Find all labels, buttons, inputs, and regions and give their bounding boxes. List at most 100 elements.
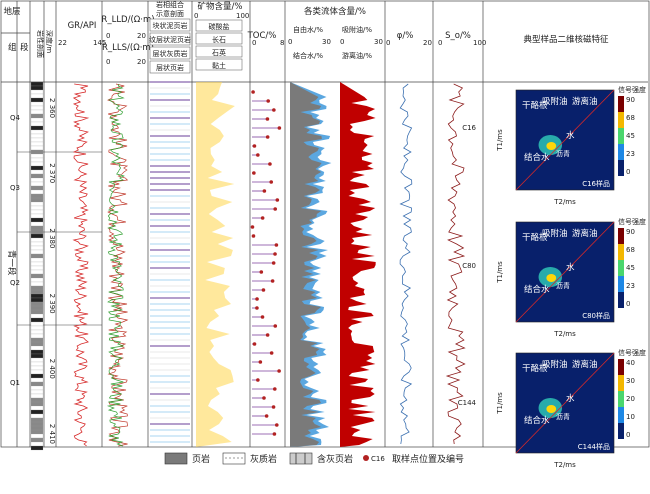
hdr-mineral-title: 矿物含量/% xyxy=(198,1,243,12)
nmr-colorbar-tick: 68 xyxy=(626,246,635,254)
sample-label: C80 xyxy=(462,262,476,270)
hdr-toc-min: 0 xyxy=(252,39,256,47)
lith-segment xyxy=(30,193,44,199)
nmr-colorbar-tick: 23 xyxy=(626,150,635,158)
member-label: Q4 xyxy=(10,114,21,122)
toc-point xyxy=(266,99,270,103)
nmr-colorbar-segment xyxy=(618,276,624,292)
depth-tick-label: 2 360 xyxy=(48,98,56,118)
nmr-label-kerogen: 干酪根 xyxy=(522,100,548,111)
lith-segment xyxy=(30,417,44,423)
depth-tick-label: 2 380 xyxy=(48,228,56,248)
hdr-fluid-title: 各类流体含量/% xyxy=(304,6,366,17)
mineral-hdr-box xyxy=(195,45,243,58)
hdr-rlls-min: 0 xyxy=(106,58,110,66)
lith-segment xyxy=(30,421,44,427)
nmr-label-adsorbed-oil: 吸附油 xyxy=(542,228,568,239)
hdr-litho-item: 块状泥页岩 xyxy=(153,21,188,30)
toc-point xyxy=(260,216,265,220)
nmr-label-adsorbed-oil: 吸附油 xyxy=(542,96,568,107)
legend-label-sample: 取样点位置及编号 xyxy=(392,453,464,465)
nmr-colorbar-segment xyxy=(618,228,624,244)
nmr-colorbar-segment xyxy=(618,292,624,308)
nmr-x-label: T2/ms xyxy=(553,461,576,469)
lith-segment xyxy=(30,233,44,239)
lith-segment xyxy=(30,409,44,415)
hdr-fluid-bound-water: 结合水/% xyxy=(293,51,323,60)
lith-segment xyxy=(30,161,44,167)
litho-hdr-box xyxy=(149,60,191,74)
nmr-colorbar-tick: 90 xyxy=(626,96,635,104)
lith-segment xyxy=(30,141,44,147)
hdr-phi-min: 0 xyxy=(386,39,390,47)
nmr-blob-core xyxy=(546,274,557,282)
hdr-rlld-min: 0 xyxy=(106,32,110,40)
hdr-rlld-title: R_LLD/(Ω·m) xyxy=(101,15,154,25)
hdr-fluid-free-oil: 游离油/% xyxy=(342,51,372,60)
nmr-y-label: T1/ms xyxy=(496,261,504,284)
lith-segment xyxy=(30,325,44,331)
lith-segment xyxy=(30,349,44,355)
nmr-diagonal xyxy=(515,352,615,454)
nmr-label-free-oil: 游离油 xyxy=(572,96,598,107)
lith-segment xyxy=(30,273,44,279)
nmr-label-bound-water: 结合水 xyxy=(524,415,550,426)
hdr-stratum: 地层 xyxy=(3,6,20,17)
toc-point xyxy=(251,234,256,238)
rlld-curve xyxy=(107,83,129,447)
litho-hdr-box xyxy=(149,46,191,60)
hdr-litho-line-2: 示意剖面 xyxy=(156,9,184,18)
hdr-toc-max: 8 xyxy=(280,39,284,47)
lith-segment xyxy=(30,433,44,439)
legend-label-limestone: 灰质岩 xyxy=(250,453,277,465)
toc-point xyxy=(256,378,260,382)
nmr-colorbar-segment xyxy=(618,260,624,276)
toc-point xyxy=(251,90,255,94)
nmr-colorbar-title: 信号强度 xyxy=(618,348,646,357)
lith-segment xyxy=(30,109,44,115)
lith-segment xyxy=(30,93,44,99)
lith-segment xyxy=(30,237,44,243)
nmr-label-bitumen: 沥青 xyxy=(556,281,570,290)
lith-segment xyxy=(30,333,44,339)
lith-segment xyxy=(30,101,44,107)
toc-point xyxy=(261,288,266,292)
toc-point xyxy=(262,189,267,193)
formation-label: 青一段 xyxy=(6,250,17,276)
lith-segment xyxy=(30,217,44,223)
lith-segment xyxy=(30,145,44,151)
nmr-y-label: T1/ms xyxy=(496,129,504,152)
lith-segment xyxy=(30,269,44,275)
lith-segment xyxy=(30,253,44,259)
lith-segment xyxy=(30,297,44,303)
toc-point xyxy=(274,423,279,427)
hdr-fluid-max-2: 30 xyxy=(374,38,383,46)
hdr-mineral-item: 石英 xyxy=(212,48,226,57)
nmr-colorbar-segment xyxy=(618,423,624,439)
lith-segment xyxy=(30,113,44,119)
lith-segment xyxy=(30,81,44,87)
lith-segment xyxy=(30,209,44,215)
lith-segment xyxy=(30,225,44,231)
toc-point xyxy=(270,279,275,283)
mineral-area xyxy=(196,82,235,447)
lith-segment xyxy=(30,329,44,335)
lith-segment xyxy=(30,429,44,435)
lith-segment xyxy=(30,321,44,327)
nmr-caption: C80样品 xyxy=(582,311,610,320)
nmr-label-water: 水 xyxy=(566,130,575,141)
legend-sample-marker: C16 xyxy=(371,455,385,463)
toc-point xyxy=(252,144,257,148)
hdr-gr-max: 145 xyxy=(93,39,106,47)
lith-segment xyxy=(30,389,44,395)
lith-segment xyxy=(30,229,44,235)
lith-segment xyxy=(30,245,44,251)
lith-segment xyxy=(30,441,44,447)
hdr-phi-title: φ/% xyxy=(397,31,414,41)
member-label: Q3 xyxy=(10,184,20,192)
nmr-label-water: 水 xyxy=(566,262,575,273)
toc-point xyxy=(252,171,256,175)
toc-point xyxy=(268,162,272,166)
